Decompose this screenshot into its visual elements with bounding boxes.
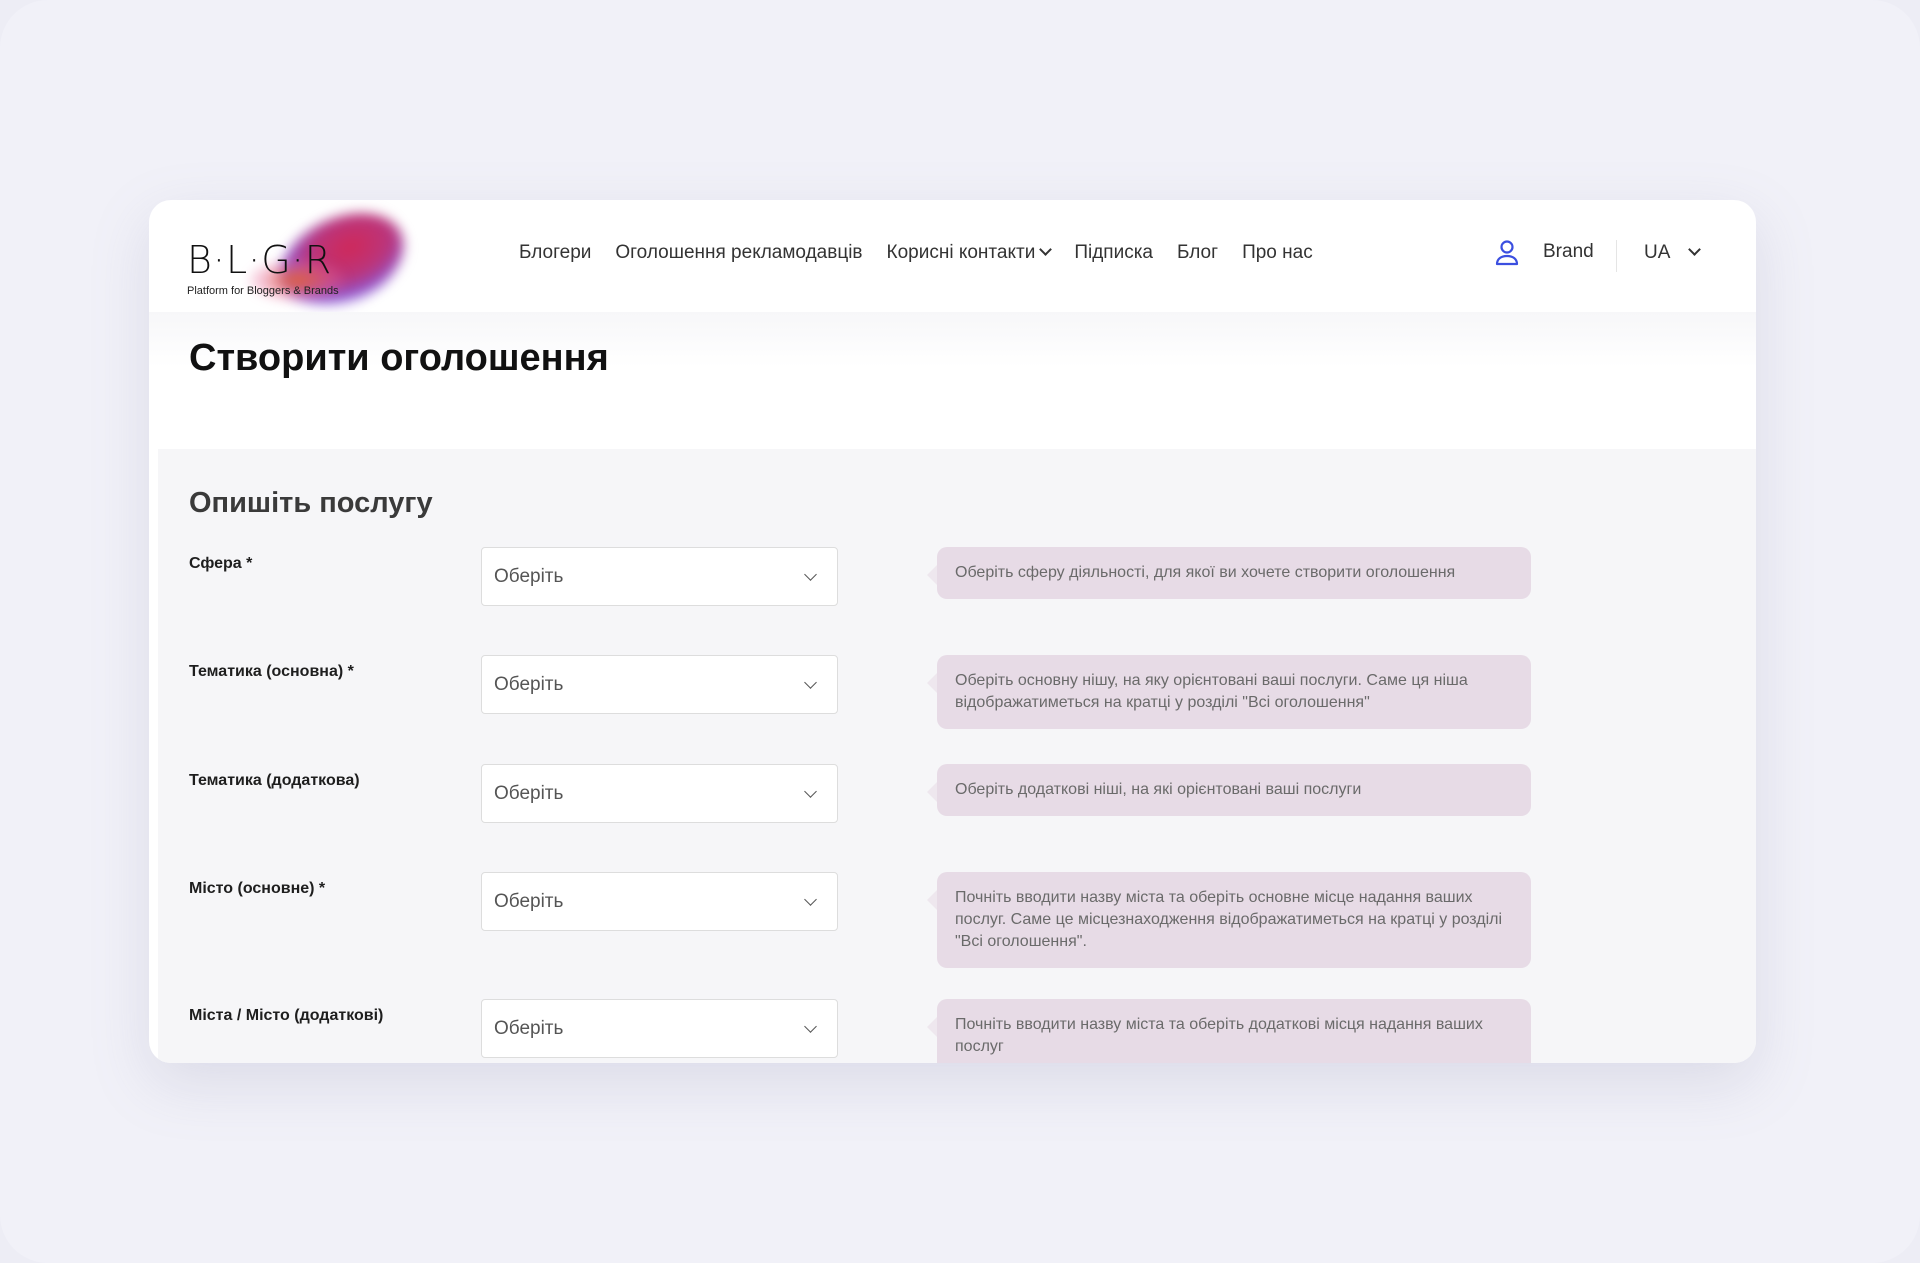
select-placeholder: Оберіть	[494, 890, 564, 912]
app-window: B·L·G·R Platform for Bloggers & Brands Б…	[149, 200, 1756, 1063]
user-menu[interactable]: Brand	[1493, 238, 1594, 266]
select-placeholder: Оберіть	[494, 565, 564, 587]
nav-blog[interactable]: Блог	[1177, 242, 1219, 263]
field-label: Міста / Місто (додаткові)	[189, 1007, 384, 1024]
field-hint: Оберіть додаткові ніші, на які орієнтова…	[927, 764, 1531, 816]
field-label: Тематика (основна) *	[189, 663, 354, 680]
chevron-down-icon	[1688, 242, 1702, 256]
main-nav: Блогери Оголошення рекламодавців Корисні…	[519, 242, 1313, 264]
chevron-down-icon	[804, 785, 817, 798]
nav-advertiser-ads[interactable]: Оголошення рекламодавців	[615, 242, 863, 263]
chevron-down-icon	[804, 568, 817, 581]
main-city-select[interactable]: Оберіть	[481, 872, 838, 931]
field-label: Тематика (додаткова)	[189, 772, 360, 789]
page-title: Створити оголошення	[189, 337, 609, 379]
select-placeholder: Оберіть	[494, 1017, 564, 1039]
nav-bloggers[interactable]: Блогери	[519, 242, 592, 263]
title-bar: Створити оголошення	[149, 312, 1756, 449]
field-label: Місто (основне) *	[189, 880, 326, 897]
logo-text: B·L·G·R	[187, 238, 333, 282]
user-icon	[1495, 240, 1519, 266]
extra-cities-select[interactable]: Оберіть	[481, 999, 838, 1058]
divider	[1616, 240, 1617, 272]
logo-blob	[247, 258, 347, 303]
language-value: UA	[1644, 242, 1671, 263]
section-title: Опишіть послугу	[189, 487, 433, 519]
field-hint: Почніть вводити назву міста та оберіть о…	[927, 872, 1531, 968]
sphere-select[interactable]: Оберіть	[481, 547, 838, 606]
user-name: Brand	[1543, 241, 1594, 262]
chevron-down-icon	[804, 893, 817, 906]
nav-subscription[interactable]: Підписка	[1074, 242, 1153, 263]
logo-subtitle: Platform for Bloggers & Brands	[187, 285, 339, 297]
extra-topic-select[interactable]: Оберіть	[481, 764, 838, 823]
service-form: Опишіть послугу Сфера * Оберіть Оберіть …	[158, 449, 1756, 1063]
field-hint: Оберіть основну нішу, на яку орієнтовані…	[927, 655, 1531, 729]
nav-useful-contacts-label: Корисні контакти	[886, 242, 1036, 263]
language-select[interactable]: UA	[1644, 242, 1702, 264]
field-hint: Почніть вводити назву міста та оберіть д…	[927, 999, 1531, 1063]
field-label: Сфера *	[189, 555, 253, 572]
chevron-down-icon	[804, 1020, 817, 1033]
nav-useful-contacts[interactable]: Корисні контакти	[886, 242, 1053, 264]
select-placeholder: Оберіть	[494, 782, 564, 804]
nav-about[interactable]: Про нас	[1242, 242, 1313, 263]
chevron-down-icon	[804, 676, 817, 689]
chevron-down-icon	[1039, 243, 1053, 256]
select-placeholder: Оберіть	[494, 673, 564, 695]
main-topic-select[interactable]: Оберіть	[481, 655, 838, 714]
logo[interactable]: B·L·G·R Platform for Bloggers & Brands	[187, 200, 419, 327]
field-hint: Оберіть сферу діяльності, для якої ви хо…	[927, 547, 1531, 599]
header: B·L·G·R Platform for Bloggers & Brands Б…	[149, 200, 1756, 327]
